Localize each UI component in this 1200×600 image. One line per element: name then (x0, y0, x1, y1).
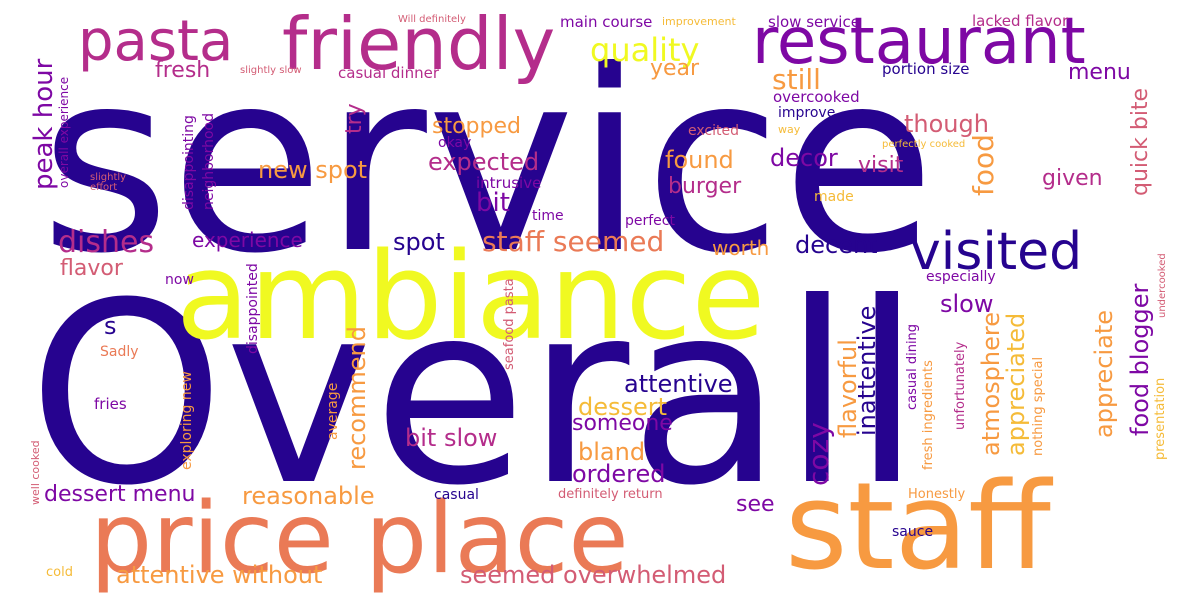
word-fresh-ingredients: fresh ingredients (921, 360, 936, 470)
word-bit-slow: bit slow (405, 424, 498, 452)
word-bit: bit (476, 188, 510, 218)
word-staff-seemed: staff seemed (482, 225, 665, 258)
word-new-spot: new spot (258, 156, 368, 184)
word-staff: staff (785, 458, 1051, 597)
word-especially: especially (926, 269, 996, 285)
word-burger: burger (668, 174, 742, 199)
word-stopped: stopped (432, 114, 521, 139)
word-bland: bland (578, 438, 646, 466)
word-disappointing: disappointing (181, 115, 197, 210)
word-time: time (532, 208, 564, 224)
word-will-definitely: Will definitely (398, 14, 466, 25)
word-see: see (736, 492, 775, 517)
word-expected: expected (428, 148, 540, 176)
word-cozy: cozy (802, 422, 835, 486)
word-pasta: pasta (78, 9, 234, 74)
word-definitely-return: definitely return (558, 487, 663, 502)
word-neighborhood: neighborhood (201, 113, 217, 210)
word-restaurant: restaurant (752, 5, 1086, 79)
word-appreciated: appreciated (1002, 312, 1030, 456)
word-appreciate: appreciate (1090, 309, 1118, 438)
word-okay: okay (438, 135, 472, 151)
word-casual-dinner: casual dinner (338, 64, 439, 82)
word-presentation: presentation (1153, 377, 1168, 460)
word-disappointed: disappointed (245, 263, 261, 354)
word-food-blogger: food blogger (1126, 283, 1154, 436)
word-nothing-special: nothing special (1031, 356, 1046, 456)
word-atmosphere: atmosphere (977, 312, 1005, 456)
word-ambiance: ambiance (176, 228, 766, 367)
word-exploring-new: exploring new (179, 371, 195, 470)
word-perfect: perfect (625, 213, 675, 229)
word-found: found (665, 146, 734, 174)
word-overall-experience: overall experience (57, 76, 71, 188)
word-attentive: attentive (624, 370, 733, 398)
word-way: way (778, 123, 801, 136)
word-though: though (904, 110, 989, 138)
word-undercooked: undercooked (1157, 253, 1168, 318)
word-overall: Overall (28, 249, 922, 540)
word-made: made (814, 189, 854, 205)
word-seemed-overwhelmed: seemed overwhelmed (460, 561, 727, 589)
word-spot: spot (393, 228, 445, 256)
word-sauce: sauce (892, 524, 934, 540)
word-flavor: flavor (60, 256, 123, 281)
word-unfortunately: unfortunately (953, 341, 968, 430)
word-try: try (342, 103, 367, 134)
word-recommend: recommend (343, 326, 371, 470)
word-overcooked: overcooked (773, 88, 860, 106)
word-lacked-flavor: lacked flavor (972, 12, 1069, 30)
word-quality: quality (590, 31, 700, 69)
word-experience: experience (192, 228, 303, 252)
word-attentive-without: attentive without (116, 561, 323, 589)
word-menu: menu (1068, 60, 1131, 85)
word-slightly-slow: slightly slow (240, 65, 302, 76)
word-now: now (165, 272, 194, 288)
word-main-course: main course (560, 13, 653, 31)
word-friendly: friendly (282, 2, 556, 86)
word-slow-service: slow service (768, 13, 860, 31)
word-casual-dining: casual dining (905, 323, 920, 410)
word-visited: visited (910, 222, 1083, 282)
word-decor: decor (770, 144, 838, 172)
word-cold: cold (46, 565, 73, 580)
word-intrusive: intrusive (476, 174, 542, 192)
word-perfectly-cooked: perfectly cooked (882, 139, 966, 150)
word-dishes: dishes (58, 225, 155, 260)
word-given: given (1042, 166, 1103, 191)
word-honestly: Honestly (908, 487, 966, 502)
word-s: s (104, 312, 117, 340)
word-reasonable: reasonable (242, 482, 375, 510)
word-casual: casual (434, 487, 479, 503)
word-still: still (772, 63, 821, 96)
word-decent: decent (795, 231, 878, 259)
word-average: average (325, 382, 341, 440)
word-improvement: improvement (662, 15, 736, 28)
word-slightly: slightly effort (90, 172, 127, 193)
word-visit: visit (858, 153, 904, 178)
word-someone: someone (572, 411, 673, 436)
word-peak-hour: peak hour (29, 58, 59, 190)
word-dessert: dessert (578, 393, 668, 421)
word-slow: slow (940, 290, 994, 318)
word-fresh: fresh (155, 58, 211, 83)
word-seafood-pasta: seafood pasta (502, 278, 517, 370)
word-dessert-menu: dessert menu (44, 482, 196, 507)
word-food: food (967, 134, 1000, 196)
word-inattentive: inattentive (853, 305, 881, 436)
word-excited: excited (688, 123, 739, 139)
word-year: year (650, 56, 700, 81)
word-fries: fries (94, 395, 127, 413)
word-price-place: price place (90, 482, 629, 596)
word-sadly: Sadly (100, 344, 139, 360)
word-worth: worth (712, 236, 770, 260)
word-quick-bite: quick bite (1128, 87, 1153, 196)
word-service: service (40, 17, 936, 308)
word-well-cooked: well cooked (29, 440, 42, 505)
word-improve: improve (778, 105, 836, 121)
word-ordered: ordered (572, 460, 666, 488)
word-portion-size: portion size (882, 60, 970, 78)
